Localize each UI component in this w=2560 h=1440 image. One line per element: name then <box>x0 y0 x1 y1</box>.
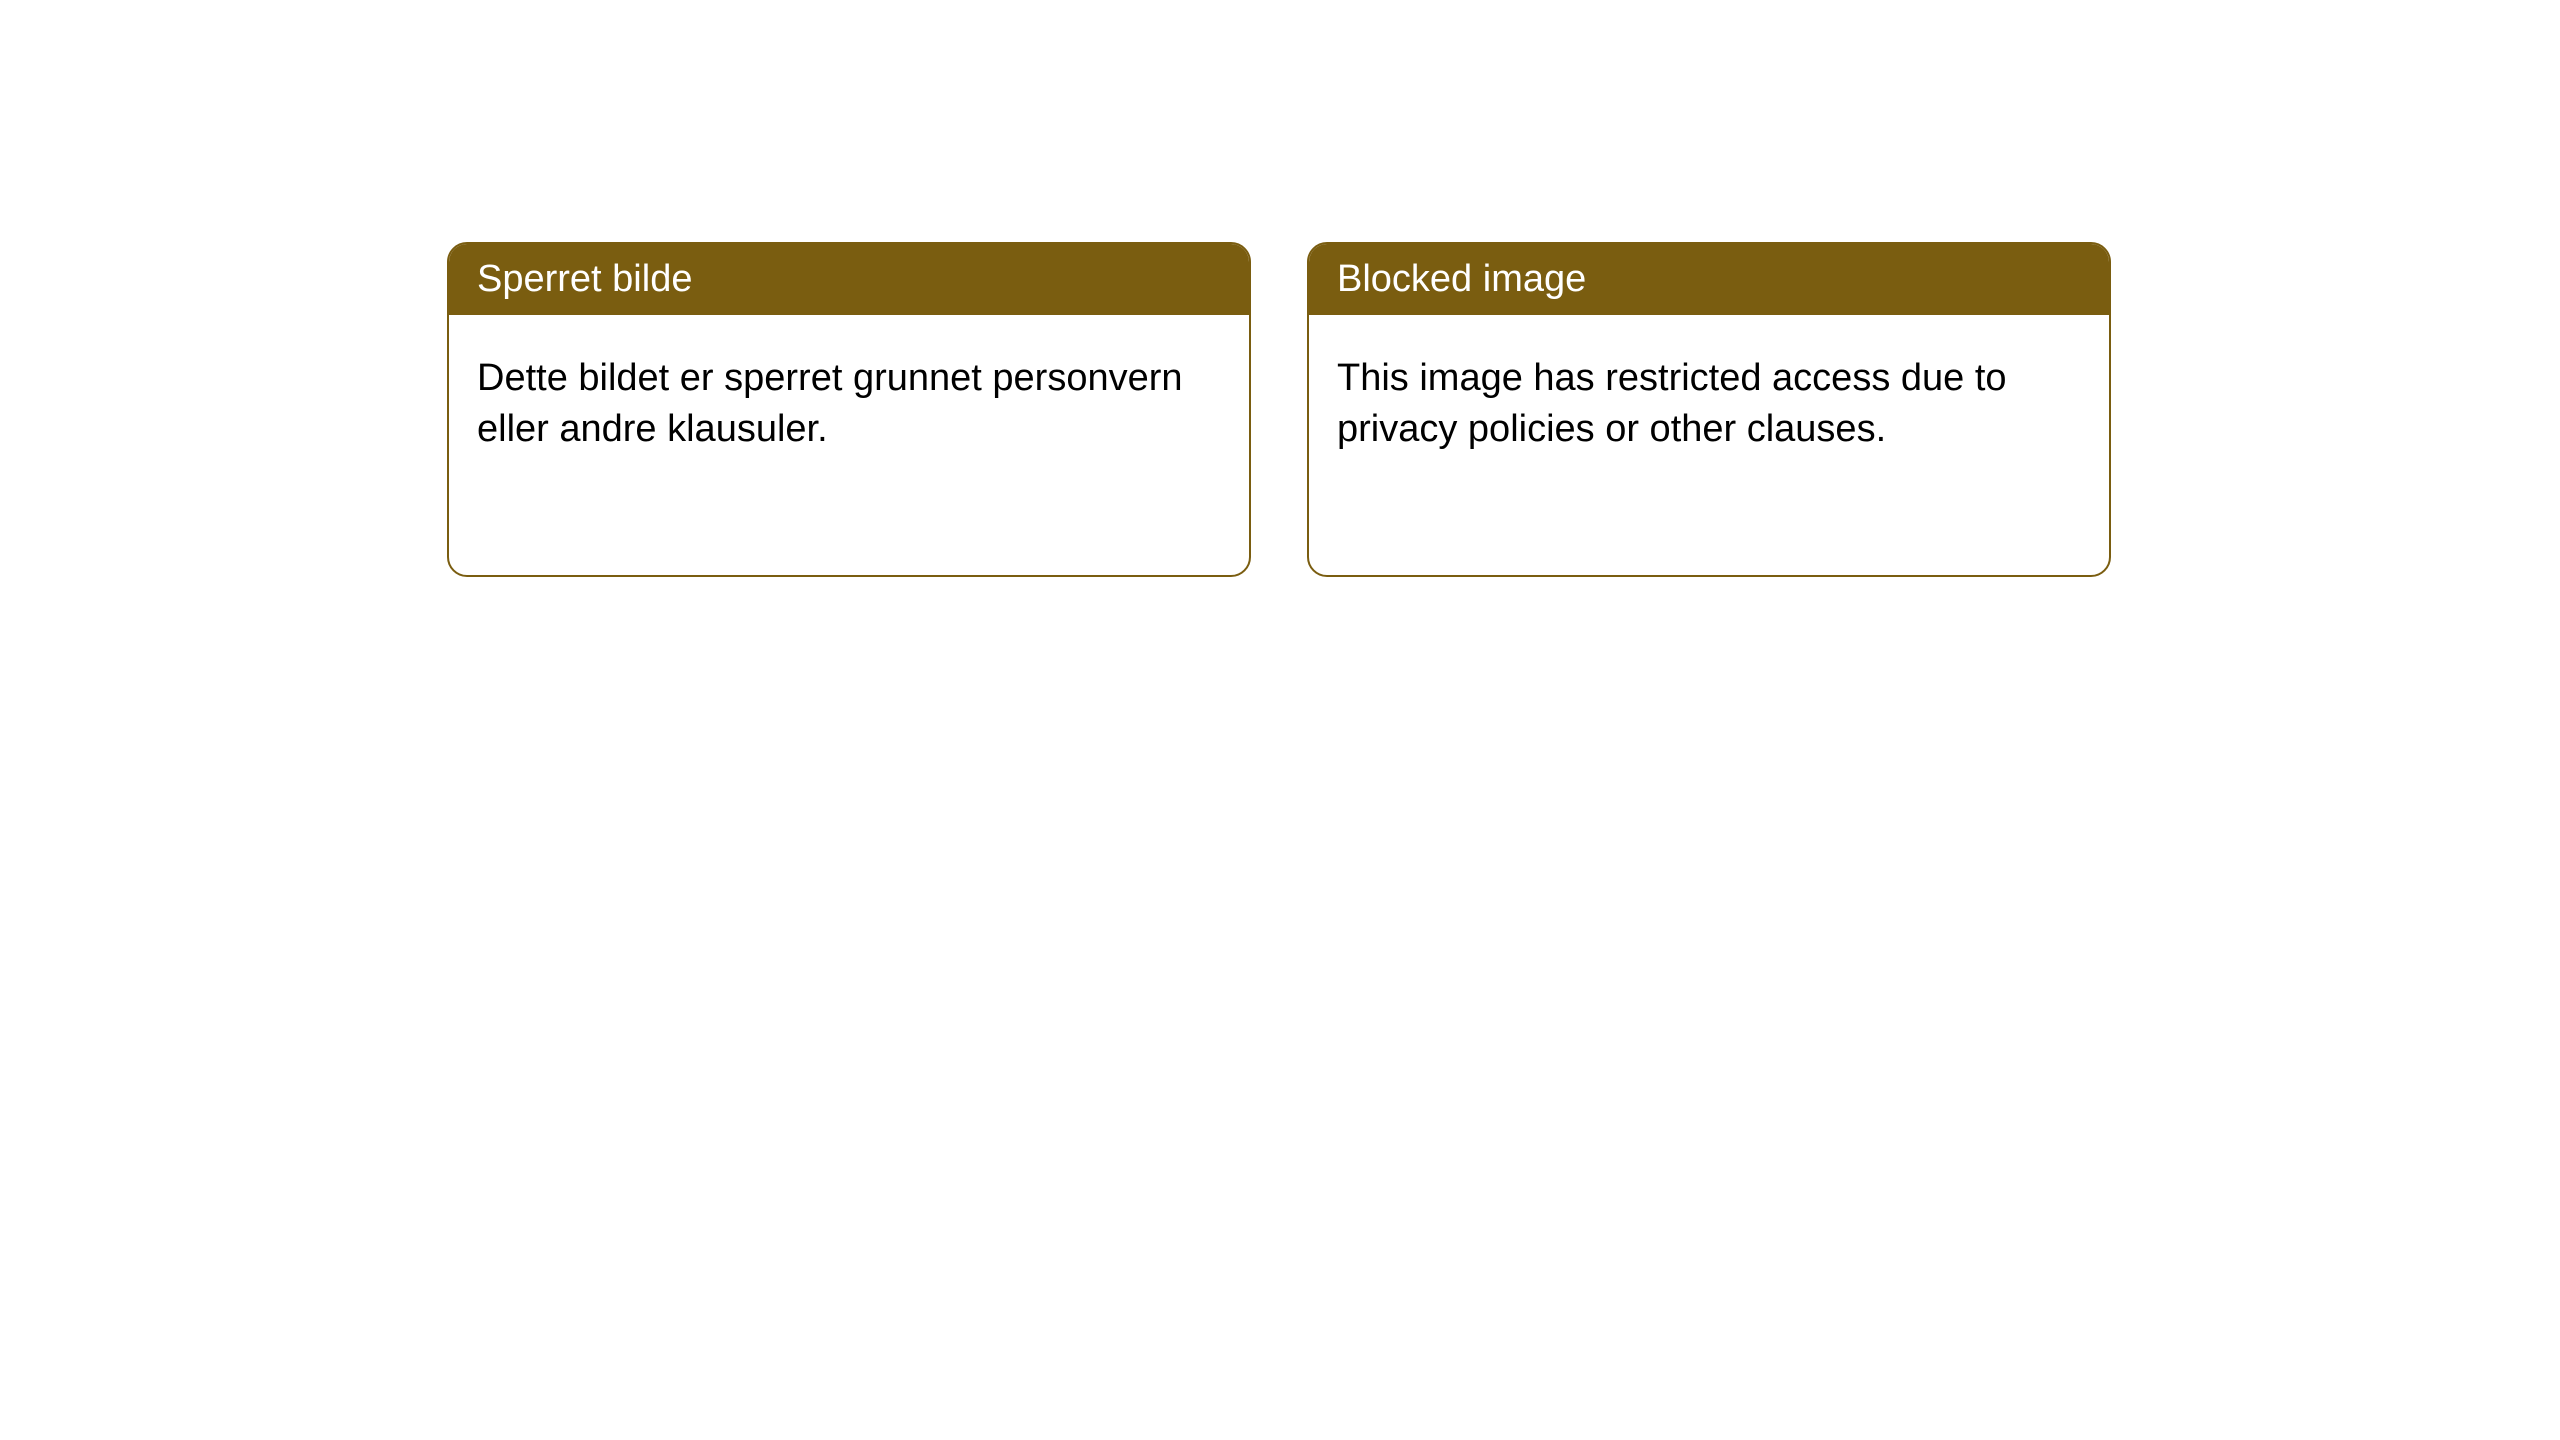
card-body-norwegian: Dette bildet er sperret grunnet personve… <box>449 315 1249 494</box>
card-title-norwegian: Sperret bilde <box>477 258 692 300</box>
card-text-english: This image has restricted access due to … <box>1337 357 2007 450</box>
card-text-norwegian: Dette bildet er sperret grunnet personve… <box>477 357 1183 450</box>
card-header-english: Blocked image <box>1309 244 2109 315</box>
card-title-english: Blocked image <box>1337 258 1586 300</box>
cards-container: Sperret bilde Dette bildet er sperret gr… <box>447 242 2111 577</box>
card-body-english: This image has restricted access due to … <box>1309 315 2109 494</box>
card-norwegian: Sperret bilde Dette bildet er sperret gr… <box>447 242 1251 577</box>
card-english: Blocked image This image has restricted … <box>1307 242 2111 577</box>
card-header-norwegian: Sperret bilde <box>449 244 1249 315</box>
